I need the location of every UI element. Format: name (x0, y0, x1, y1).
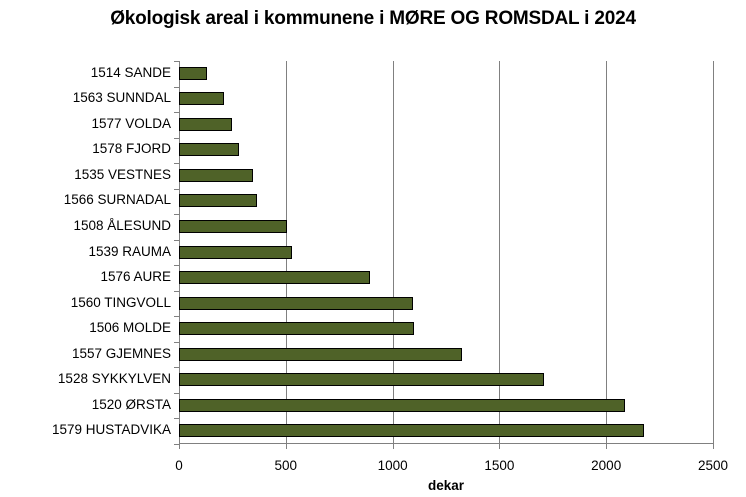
bar (179, 296, 414, 310)
y-tick (174, 137, 179, 139)
bar (179, 117, 232, 131)
bar (179, 194, 257, 208)
y-tick (174, 444, 179, 445)
bar (179, 143, 240, 157)
chart-title: Økologisk areal i kommunene i MØRE OG RO… (110, 8, 636, 29)
category-label: 1576 AURE (100, 269, 171, 285)
x-axis (179, 443, 713, 444)
x-tick (179, 444, 180, 449)
y-tick (174, 392, 179, 394)
y-tick (174, 86, 179, 88)
category-label: 1539 RAUMA (88, 243, 171, 259)
x-tick (713, 444, 714, 449)
y-tick (174, 367, 179, 369)
bar (179, 373, 544, 387)
x-tick (499, 444, 501, 449)
y-tick (174, 290, 179, 292)
y-tick (174, 239, 179, 241)
x-tick-label: 2500 (697, 458, 729, 473)
bar (179, 66, 207, 80)
category-label: 1514 SANDE (90, 64, 171, 80)
x-tick-label: 0 (175, 458, 183, 473)
category-label: 1520 ØRSTA (91, 396, 171, 412)
gridline (499, 61, 501, 444)
x-tick (606, 444, 608, 449)
bar (179, 347, 462, 361)
y-tick (174, 341, 179, 343)
category-label: 1557 GJEMNES (71, 345, 171, 361)
y-tick (174, 112, 179, 114)
gridline (392, 61, 394, 444)
y-tick (174, 163, 179, 165)
x-tick-label: 1000 (377, 458, 408, 473)
gridline (606, 61, 608, 444)
category-label: 1577 VOLDA (91, 115, 171, 131)
bar (179, 92, 225, 106)
category-label: 1566 SURNADAL (63, 192, 171, 208)
y-tick (174, 188, 179, 190)
x-axis-title: dekar (427, 478, 465, 493)
category-label: 1528 SYKKYLVEN (57, 371, 171, 387)
bar (179, 424, 645, 438)
y-tick (174, 265, 179, 267)
y-tick (174, 61, 179, 62)
bar (179, 168, 254, 182)
bar (179, 245, 292, 259)
y-tick (174, 214, 179, 216)
category-label: 1578 FJORD (92, 141, 171, 157)
gridline (713, 61, 714, 444)
x-tick-label: 2000 (591, 458, 622, 473)
category-label: 1563 SUNNDAL (72, 90, 171, 106)
bar (179, 322, 414, 336)
y-tick (174, 418, 179, 420)
category-label: 1535 VESTNES (74, 166, 171, 182)
category-label: 1508 ÅLESUND (73, 217, 171, 233)
y-tick (174, 316, 179, 318)
plot-area (174, 61, 714, 449)
x-tick (392, 444, 394, 449)
bar (179, 219, 288, 233)
x-tick (285, 444, 287, 449)
bar (179, 398, 625, 412)
category-label: 1579 HUSTADVIKA (51, 422, 171, 438)
x-tick-label: 1500 (484, 458, 515, 473)
category-label: 1506 MOLDE (89, 320, 171, 336)
category-label: 1560 TINGVOLL (70, 294, 171, 310)
x-tick-label: 500 (274, 458, 298, 473)
bar (179, 271, 370, 285)
